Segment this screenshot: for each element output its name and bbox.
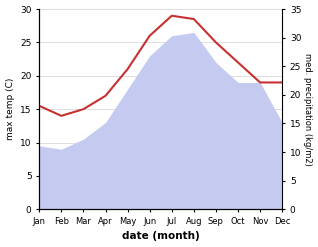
X-axis label: date (month): date (month) bbox=[122, 231, 200, 242]
Y-axis label: max temp (C): max temp (C) bbox=[5, 78, 15, 140]
Y-axis label: med. precipitation (kg/m2): med. precipitation (kg/m2) bbox=[303, 53, 313, 165]
